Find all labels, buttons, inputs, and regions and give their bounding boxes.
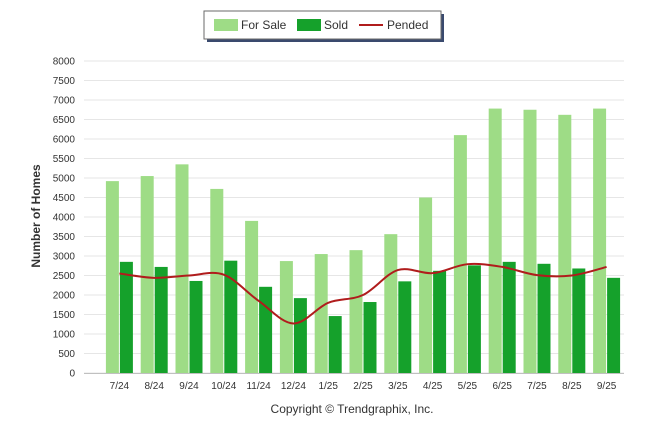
y-tick-label: 5000 — [53, 174, 76, 185]
bar-for-sale — [349, 250, 363, 373]
bar-for-sale — [419, 197, 433, 373]
y-tick-label: 8000 — [53, 57, 76, 68]
bar-sold — [467, 265, 481, 373]
y-tick-label: 3000 — [53, 252, 76, 263]
bar-sold — [363, 302, 377, 373]
x-axis-ticks: 7/24 8/24 9/24 10/24 11/24 12/24 1/25 2/25 3/25 4… — [110, 381, 617, 392]
bar-sold — [259, 286, 273, 373]
x-tick-label: 7/24 — [110, 381, 130, 392]
legend: For Sale Sold Pended — [203, 10, 444, 42]
y-tick-label: 5500 — [53, 154, 76, 165]
x-tick-label: 5/25 — [458, 381, 478, 392]
x-tick-label: 12/24 — [281, 381, 306, 392]
y-tick-label: 0 — [69, 369, 75, 380]
bars — [105, 108, 621, 373]
bar-for-sale — [593, 108, 607, 373]
legend-label-pended: Pended — [387, 18, 428, 32]
x-tick-label: 8/24 — [144, 381, 164, 392]
y-tick-label: 7000 — [53, 96, 76, 107]
x-tick-label: 9/25 — [597, 381, 617, 392]
x-tick-label: 2/25 — [353, 381, 373, 392]
bar-sold — [154, 266, 168, 373]
bar-sold — [607, 277, 621, 373]
x-tick-label: 9/24 — [179, 381, 199, 392]
bar-sold — [572, 268, 586, 373]
bar-for-sale — [245, 220, 259, 373]
line-pended — [119, 262, 607, 325]
x-tick-label: 7/25 — [527, 381, 547, 392]
bar-for-sale — [488, 108, 502, 373]
bar-sold — [328, 316, 342, 373]
bar-for-sale — [384, 234, 398, 373]
bar-for-sale — [453, 135, 467, 373]
y-tick-label: 4000 — [53, 213, 76, 224]
bar-for-sale — [175, 164, 189, 373]
x-tick-label: 10/24 — [211, 381, 236, 392]
y-axis-title: Number of Homes — [29, 164, 43, 268]
bar-for-sale — [210, 188, 224, 373]
y-axis-ticks: 0 500 1000 1500 2000 2500 3000 3500 4000 4500 5000… — [53, 57, 76, 380]
y-tick-label: 1500 — [53, 310, 76, 321]
x-tick-label: 6/25 — [492, 381, 512, 392]
bar-for-sale — [314, 254, 328, 373]
legend-label-for-sale: For Sale — [241, 18, 287, 32]
legend-swatch-for-sale — [214, 19, 238, 31]
y-tick-label: 1000 — [53, 330, 76, 341]
bar-sold — [433, 270, 447, 373]
y-tick-label: 2500 — [53, 271, 76, 282]
bar-for-sale — [523, 109, 537, 373]
y-tick-label: 4500 — [53, 193, 76, 204]
bar-sold — [119, 261, 133, 373]
bar-for-sale — [279, 261, 293, 373]
bar-for-sale — [105, 181, 119, 373]
x-tick-label: 4/25 — [423, 381, 443, 392]
bar-sold — [398, 281, 412, 373]
legend-label-sold: Sold — [324, 18, 348, 32]
pended-line-group — [119, 262, 607, 325]
x-tick-label: 3/25 — [388, 381, 408, 392]
y-tick-label: 7500 — [53, 76, 76, 87]
y-tick-label: 6000 — [53, 135, 76, 146]
y-tick-label: 2000 — [53, 291, 76, 302]
legend-swatch-sold — [297, 19, 321, 31]
bar-sold — [224, 260, 238, 373]
bar-sold — [537, 263, 551, 373]
bar-sold — [293, 298, 307, 373]
bar-for-sale — [558, 114, 572, 373]
bar-for-sale — [140, 176, 154, 373]
copyright-footer: Copyright © Trendgraphix, Inc. — [271, 402, 434, 416]
y-tick-label: 3500 — [53, 232, 76, 243]
x-tick-label: 11/24 — [246, 381, 271, 392]
x-tick-label: 8/25 — [562, 381, 582, 392]
y-tick-label: 500 — [58, 349, 75, 360]
bar-sold — [189, 280, 203, 373]
y-tick-label: 6500 — [53, 115, 76, 126]
legend-box — [203, 10, 442, 40]
x-tick-label: 1/25 — [318, 381, 338, 392]
bar-sold — [502, 261, 516, 373]
